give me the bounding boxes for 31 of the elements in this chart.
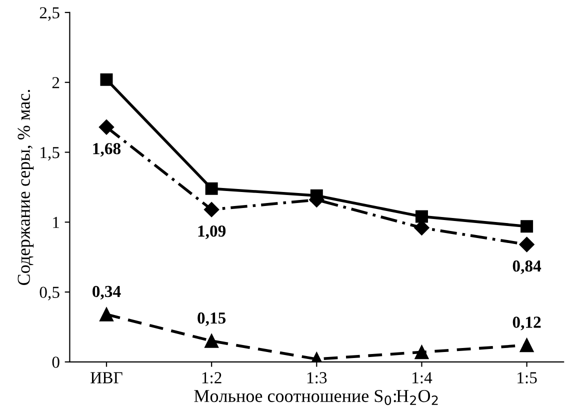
data-label: 1,68 [93,143,121,157]
data-label: 1,09 [198,225,226,240]
y-axis-title: Содержание серы, % мас. [18,90,34,285]
point [100,73,113,86]
point [414,345,429,360]
y-tick-label: 2,5 [40,7,60,21]
x-tick-label: 1:4 [412,372,432,384]
point [205,182,218,195]
data-label: 0,84 [512,260,542,274]
y-tick-label: 0 [52,356,60,368]
x-tick-label: ИВГ [90,372,122,384]
y-tick-label: 0,5 [40,286,60,300]
point [520,338,534,352]
data-label: 0,12 [512,316,541,330]
y-tick-label: 2 [52,77,60,88]
data-label: 0,34 [92,286,121,300]
x-tick-label: 1:5 [518,372,537,384]
point [520,220,534,233]
point [98,120,114,135]
y-tick-label: 1 [53,216,59,228]
point [204,334,219,348]
x-tick-label: 1:2 [202,372,222,384]
point [100,307,114,322]
x-tick-label: 1:3 [307,372,327,384]
x-axis-title: Мольное соотношение S$_{0}$:H$_{2}$O$_{2}$ [194,390,438,406]
point [519,236,534,252]
data-label: 0,15 [198,312,226,326]
y-tick-label: 1,5 [40,147,60,161]
point [204,202,220,218]
point [415,210,428,223]
point [310,189,323,202]
